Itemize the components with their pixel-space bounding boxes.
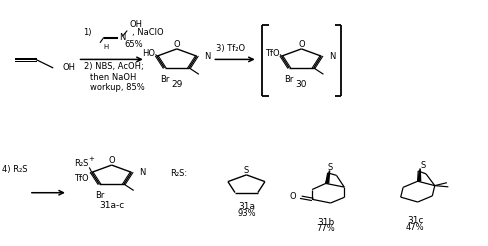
Text: +: +: [88, 156, 94, 162]
Text: S: S: [244, 166, 249, 175]
Text: O: O: [290, 192, 297, 201]
Text: 47%: 47%: [406, 223, 425, 232]
Text: N: N: [329, 52, 335, 61]
Text: N: N: [120, 33, 126, 42]
Text: 77%: 77%: [316, 224, 335, 233]
Text: S: S: [421, 161, 426, 170]
Text: 29: 29: [171, 80, 183, 89]
Polygon shape: [418, 169, 421, 181]
Text: , NaClO: , NaClO: [132, 29, 163, 37]
Text: O: O: [108, 156, 115, 165]
Text: S: S: [327, 163, 333, 172]
Text: 1): 1): [83, 28, 92, 37]
Text: workup, 85%: workup, 85%: [90, 83, 145, 92]
Text: TfO: TfO: [74, 174, 88, 183]
Text: R₂S:: R₂S:: [170, 169, 187, 178]
Text: O: O: [174, 40, 180, 49]
Text: HO: HO: [142, 49, 155, 58]
Text: 93%: 93%: [237, 209, 256, 217]
Text: OH: OH: [63, 63, 76, 73]
Text: R₂S: R₂S: [74, 159, 88, 168]
Text: then NaOH: then NaOH: [90, 73, 137, 81]
Text: H: H: [103, 44, 109, 50]
Text: Br: Br: [95, 191, 104, 200]
Text: N: N: [204, 52, 211, 61]
Text: 2) NBS, AcOH;: 2) NBS, AcOH;: [84, 62, 144, 71]
Text: 31b: 31b: [317, 217, 334, 227]
Text: N: N: [140, 168, 146, 177]
Text: TfO: TfO: [265, 49, 280, 58]
Polygon shape: [326, 170, 329, 184]
Text: OH: OH: [129, 20, 142, 29]
Text: 31a: 31a: [238, 202, 255, 211]
Text: 31a-c: 31a-c: [99, 201, 124, 210]
Text: 4) R₂S: 4) R₂S: [1, 165, 27, 174]
Text: ⁻: ⁻: [89, 172, 94, 181]
Text: 3) Tf₂O: 3) Tf₂O: [216, 44, 245, 53]
Text: 31c: 31c: [407, 216, 424, 225]
Text: Br: Br: [285, 75, 294, 84]
Text: Br: Br: [160, 75, 169, 84]
Text: O: O: [298, 40, 305, 49]
Text: 30: 30: [296, 80, 307, 89]
Text: 65%: 65%: [125, 40, 143, 49]
